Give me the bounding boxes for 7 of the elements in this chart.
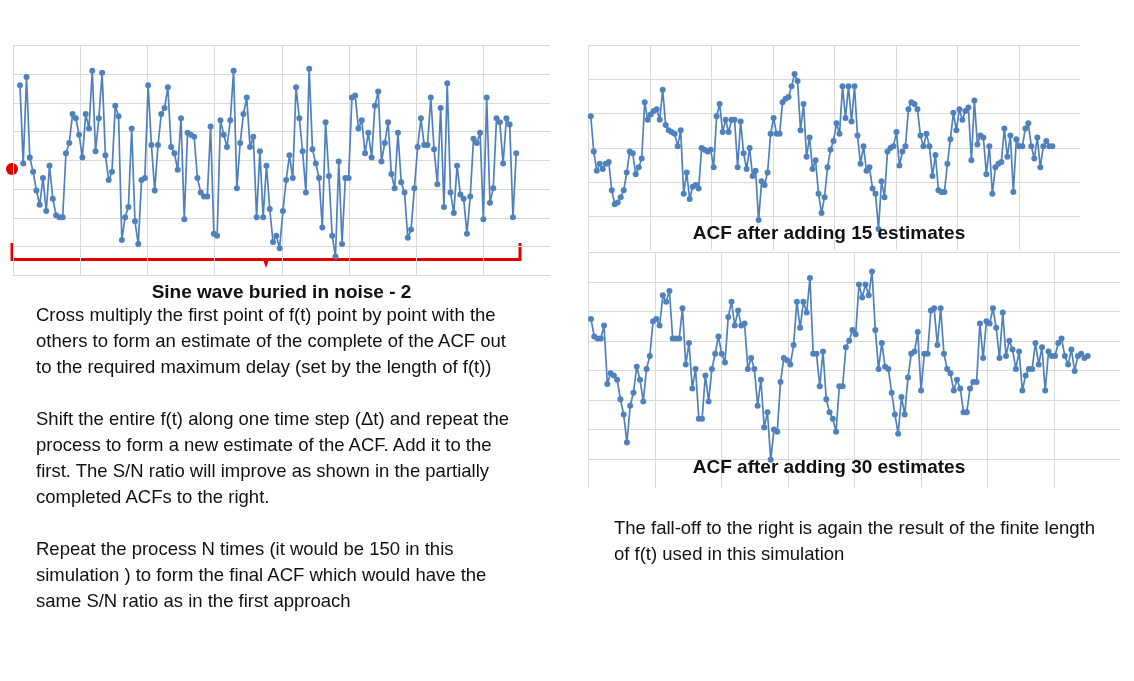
text: ACF after adding 30 estimates <box>692 456 966 477</box>
text: Repeat the process N times (it would be 150 in this simulation ) to form the final ACF which would have the same S/N ratio as in the first approach <box>36 537 488 613</box>
text: Shift the entire f(t) along one time step (Δt) and repeat the process to form a new estimate of the ACF. Add it to the first. The S/N ratio will improve as shown in the partially completed ACFs to the right. <box>36 407 511 509</box>
text: ACF after adding 15 estimates <box>692 222 966 243</box>
text: Sine wave buried in noise - 2 <box>151 281 412 302</box>
text: The fall-off to the right is again the result of the finite length of f(t) used in this simulation <box>614 516 1096 566</box>
text: Cross multiply the first point of f(t) point by point with the others to form an estimate of the complete of the ACF out to the required maximum delay (set by the length of f(t)) <box>36 303 507 379</box>
